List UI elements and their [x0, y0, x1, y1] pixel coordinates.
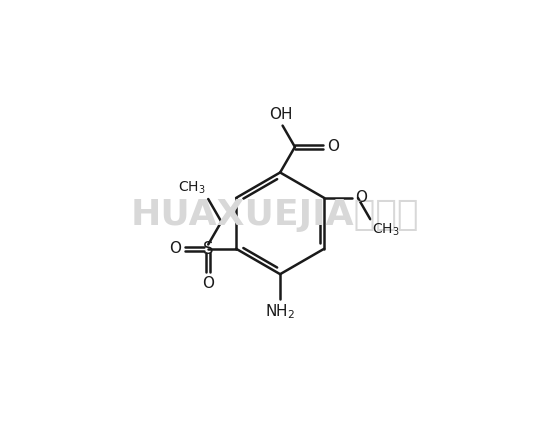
Text: O: O [202, 276, 214, 291]
Text: S: S [203, 240, 214, 258]
Text: NH$_2$: NH$_2$ [265, 303, 295, 321]
Text: HUAXUEJIA化学加: HUAXUEJIA化学加 [131, 198, 419, 232]
Text: O: O [169, 241, 180, 256]
Text: CH$_3$: CH$_3$ [178, 179, 206, 196]
Text: OH: OH [269, 106, 293, 122]
Text: O: O [326, 139, 339, 154]
Text: O: O [354, 190, 367, 205]
Text: CH$_3$: CH$_3$ [372, 222, 400, 238]
